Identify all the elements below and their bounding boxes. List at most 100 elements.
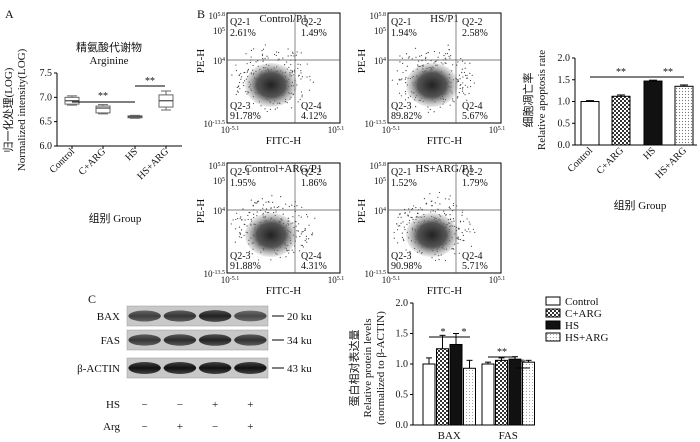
box-xtick-label: HS+ARG — [135, 146, 171, 182]
blot-arg-sign: − — [142, 421, 148, 433]
pr-bar — [481, 363, 495, 426]
box-xtick-label: C+ARG — [77, 146, 108, 177]
flow-plot-title: Control+ARG/P1 — [245, 163, 323, 175]
flow-ytick-label: 105 — [374, 176, 386, 186]
ap-ytick-label: 2.0 — [558, 53, 571, 64]
protein-chart: 蛋白相对表达量 Relative protein levels (normali… — [347, 296, 609, 442]
flow-x-label: FITC-H — [427, 135, 463, 147]
flow-ytick-label: 105.8 — [370, 161, 387, 171]
ap-ytick-label: 1.0 — [558, 97, 571, 108]
legend-swatch — [545, 332, 561, 342]
quadrant-name-q2: Q2-2 — [462, 17, 483, 28]
flow-x-label: FITC-H — [266, 135, 302, 147]
box-ytick-label: 6.0 — [40, 141, 53, 152]
box-chart-ylabel-en: Normalized intensity(LOG) — [16, 48, 28, 171]
legend-label: Control — [565, 296, 599, 308]
box-ytick-label: 6.5 — [40, 117, 53, 128]
flow-plot: Control/P1 Q2-12.61% Q2-21.49% Q2-391.78% Q2… — [195, 11, 344, 147]
legend-label: C+ARG — [565, 308, 602, 320]
box-sig-label-1: ** — [98, 91, 108, 102]
quadrant-name-q2: Q2-2 — [301, 167, 322, 178]
flow-ytick-label: 104 — [213, 206, 225, 216]
blot-band — [128, 310, 161, 322]
flow-ytick-label: 105.8 — [209, 11, 226, 21]
quadrant-value-q1: 2.61% — [230, 28, 256, 39]
flow-xtick-label: 105.1 — [328, 125, 345, 135]
ap-bar — [643, 80, 663, 146]
blot-band — [128, 334, 161, 346]
apoptosis-ylabel-cn: 细胞凋亡率 — [521, 73, 535, 128]
ap-ytick-label: 0.5 — [558, 118, 571, 129]
quadrant-name-q4: Q2-4 — [301, 101, 322, 112]
ap-xtick-label: Control — [566, 145, 596, 175]
flow-plot-title: Control/P1 — [259, 13, 307, 25]
flow-density-cluster — [245, 63, 297, 107]
quadrant-value-q1: 1.94% — [391, 28, 417, 39]
pr-bar — [449, 343, 463, 426]
quadrant-name-q1: Q2-1 — [230, 167, 251, 178]
quadrant-name-q3: Q2-3 — [230, 101, 251, 112]
flow-ytick-label: 10-13.5 — [365, 119, 387, 129]
ap-xtick-label: HS+ARG — [653, 145, 689, 181]
quadrant-name-q1: Q2-1 — [230, 17, 251, 28]
flow-xtick-label: 10-5.1 — [382, 125, 401, 135]
quadrant-value-q2: 1.86% — [301, 178, 327, 189]
quadrant-name-q3: Q2-3 — [391, 251, 412, 262]
pr-ytick-label: 0.5 — [396, 390, 409, 401]
flow-plots: Control/P1Q2-12.61%Q2-21.49%Q2-391.78%Q2… — [195, 11, 505, 297]
pr-sig-label-2: * — [462, 327, 467, 338]
flow-y-label: PE-H — [195, 199, 207, 224]
flow-density-cluster — [406, 63, 458, 107]
pr-bar — [508, 358, 522, 426]
blot-band — [198, 362, 232, 374]
quadrant-value-q4: 4.12% — [301, 111, 327, 122]
flow-xtick-label: 105.1 — [489, 125, 506, 135]
ap-bar — [611, 95, 631, 146]
quadrant-name-q3: Q2-3 — [230, 251, 251, 262]
quadrant-value-q3: 91.78% — [230, 111, 261, 122]
blot-arg-sign: + — [177, 421, 183, 433]
flow-ytick-label: 104 — [213, 56, 225, 66]
flow-ytick-label: 105 — [213, 26, 225, 36]
flow-plot-title: HS+ARG/P1 — [415, 163, 473, 175]
blot-hs-sign: − — [142, 399, 148, 411]
blot-size-label: 43 ku — [287, 363, 312, 375]
pr-ytick-label: 1.5 — [396, 329, 409, 340]
panel-label-c: C — [88, 292, 96, 306]
apoptosis-xlabel: 组别 Group — [614, 198, 667, 212]
quadrant-name-q4: Q2-4 — [462, 101, 483, 112]
protein-ylabel-cn: 蛋白相对表达量 — [347, 330, 361, 407]
flow-y-label: PE-H — [195, 49, 207, 74]
western-blot: BAX 20 ku FAS 34 ku β-ACTIN 43 ku HS Arg − − − + + − +… — [77, 305, 312, 433]
box-chart-title-en: Arginine — [90, 55, 129, 67]
blot-size-label: 34 ku — [287, 335, 312, 347]
legend-label: HS+ARG — [565, 332, 609, 344]
box-sig-label-2: ** — [145, 76, 155, 87]
legend-swatch — [545, 320, 561, 330]
box-rect — [95, 105, 111, 114]
ap-sig-label-2: ** — [663, 67, 673, 78]
apoptosis-chart: 细胞凋亡率 Relative apoptosis rate 0.0 0.5 1.0 1… — [521, 50, 697, 212]
legend-swatch — [545, 308, 561, 318]
blot-arg-sign: + — [247, 421, 253, 433]
blot-row-label: β-ACTIN — [77, 363, 120, 375]
quadrant-value-q2: 2.58% — [462, 28, 488, 39]
blot-band — [128, 362, 161, 374]
box-ytick-label: 7.5 — [40, 68, 53, 79]
box-chart-xlabel: 组别 Group — [89, 211, 142, 225]
pr-xtick-label: BAX — [438, 430, 461, 442]
flow-xtick-label: 10-5.1 — [382, 275, 401, 285]
blot-arg-label: Arg — [103, 421, 120, 433]
pr-sig-label-1: * — [441, 327, 446, 338]
pr-bar — [495, 359, 508, 426]
flow-plot: HS/P1 Q2-11.94% Q2-22.58% Q2-389.82% Q2-45.6… — [356, 11, 505, 147]
quadrant-value-q1: 1.52% — [391, 178, 417, 189]
flow-xtick-label: 105.1 — [489, 275, 506, 285]
protein-ylabel-en2: (normalized to β-ACTIN) — [375, 311, 387, 425]
blot-band — [163, 334, 197, 346]
quadrant-name-q4: Q2-4 — [301, 251, 322, 262]
flow-ytick-label: 10-13.5 — [365, 269, 387, 279]
blot-hs-sign: + — [247, 399, 253, 411]
ap-xtick-label: HS — [641, 145, 658, 162]
ap-ytick-label: 1.5 — [558, 75, 571, 86]
